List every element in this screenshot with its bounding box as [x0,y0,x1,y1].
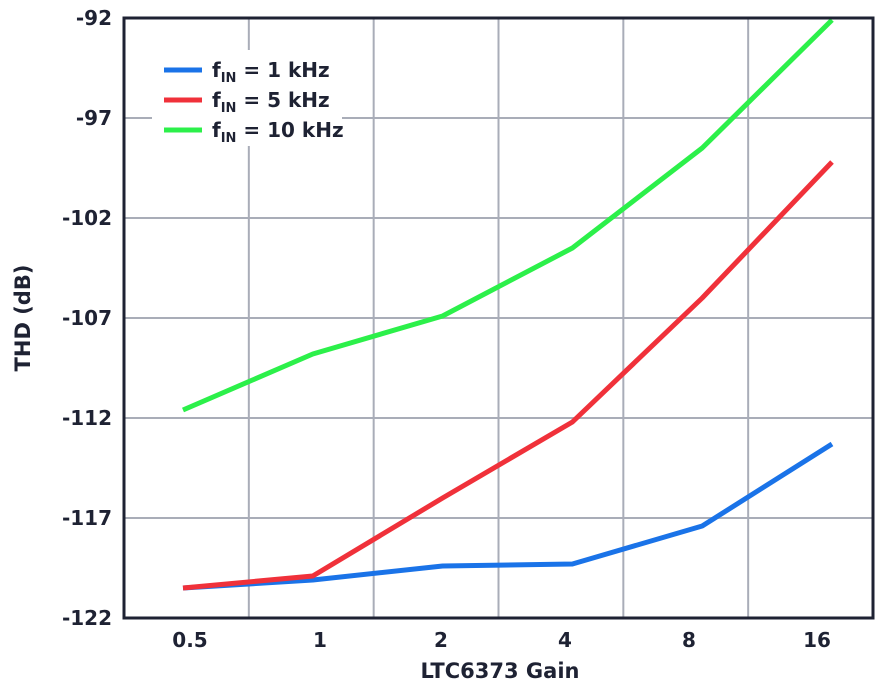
y-tick-label: -122 [62,606,112,630]
x-tick-label: 4 [558,628,572,652]
x-axis-title: LTC6373 Gain [421,659,580,683]
y-axis-title: THD (dB) [11,265,35,372]
x-tick-label: 8 [682,628,696,652]
x-tick-label: 0.5 [172,628,207,652]
plot-frame [122,16,875,620]
series-layer [182,18,834,591]
x-axis-ticks: 0.5 1 2 4 8 16 [172,628,831,652]
y-tick-label: -107 [62,306,112,330]
y-tick-label: -117 [62,506,112,530]
x-tick-label: 2 [434,628,448,652]
series-line-3 [182,18,834,413]
y-tick-label: -112 [62,406,112,430]
y-tick-label: -92 [76,6,112,30]
series-line-2 [182,160,834,591]
y-tick-label: -102 [62,206,112,230]
y-axis-ticks: -92 -97 -102 -107 -112 -117 -122 [62,6,112,630]
x-tick-label: 1 [313,628,327,652]
legend-label-2: fIN = 5 kHz [212,88,330,116]
legend-label-3: fIN = 10 kHz [212,118,344,146]
x-tick-label: 16 [803,628,831,652]
legend-label-1: fIN = 1 kHz [212,58,330,86]
series-line-1 [182,441,834,591]
y-tick-label: -97 [76,106,112,130]
